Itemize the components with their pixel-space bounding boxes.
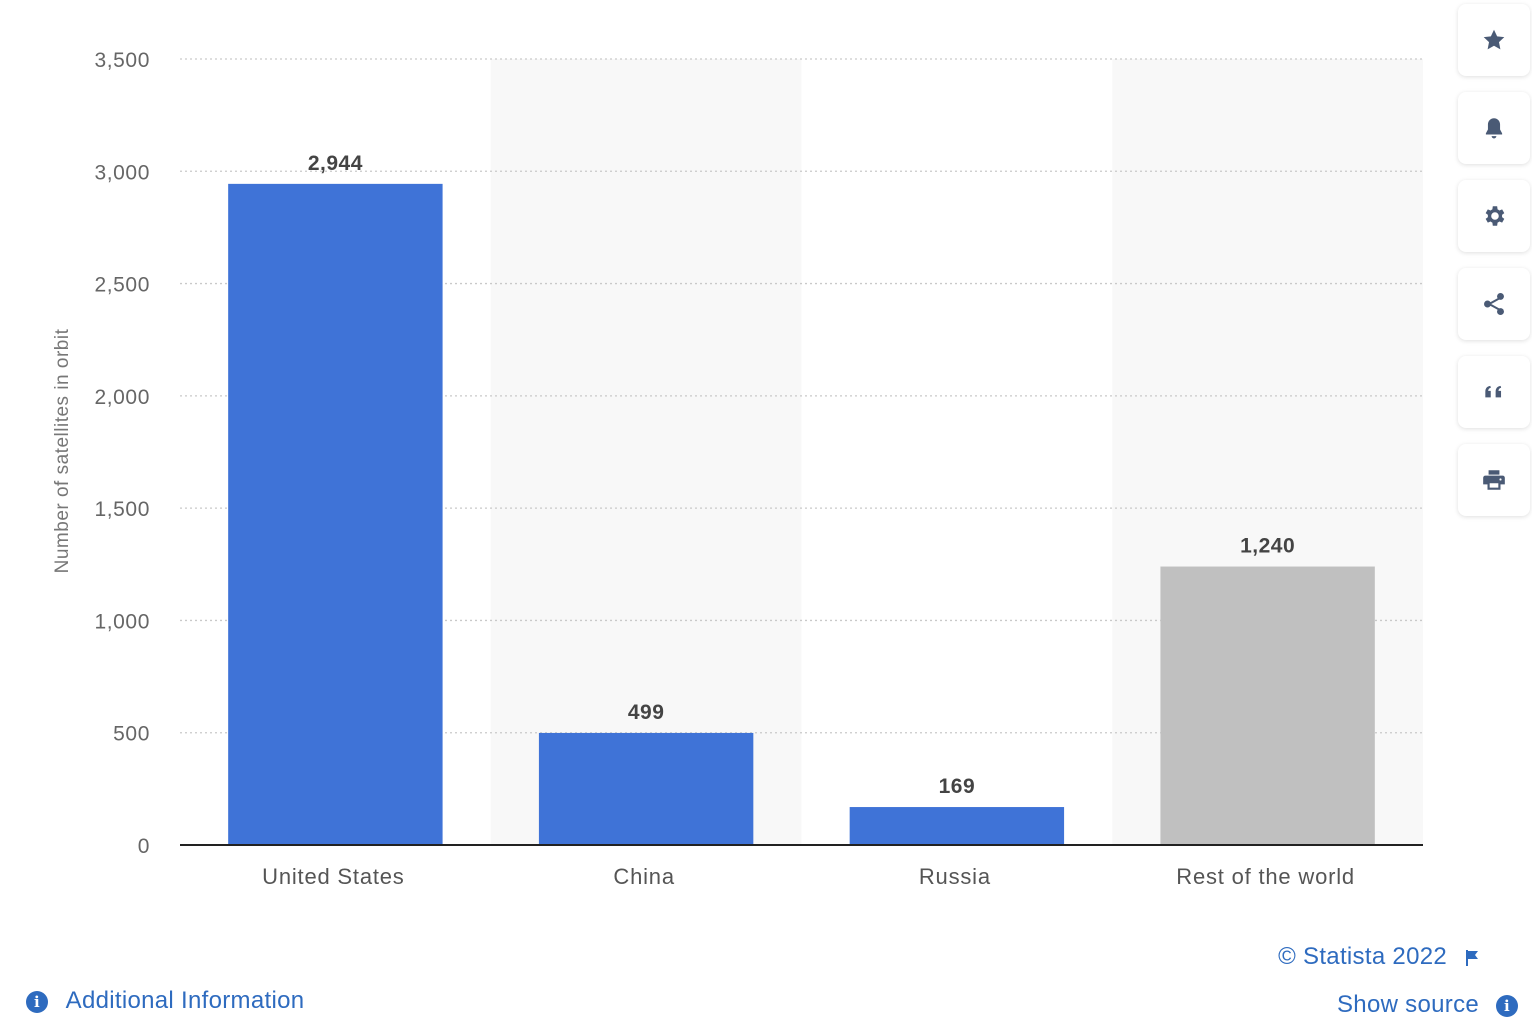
data-label: 169 [939, 775, 976, 798]
bars: 2,944 499 169 1,240 [228, 152, 1375, 846]
statista-copyright-link[interactable]: © Statista 2022 [1278, 943, 1480, 971]
show-source-text: Show source [1336, 991, 1480, 1018]
y-tick-label: 2,000 [94, 386, 150, 409]
y-tick-label: 0 [138, 835, 150, 858]
x-axis-labels: United States China Russia Rest of the worl… [262, 864, 1355, 889]
x-tick-label: China [613, 864, 674, 889]
additional-information-text: Additional Information [65, 987, 305, 1014]
bar[interactable] [538, 732, 754, 845]
x-tick-label: Russia [919, 864, 991, 889]
y-axis-ticks: 0 500 1,000 1,500 2,000 2,500 3,000 3,500 [94, 49, 150, 858]
y-tick-label: 1,500 [94, 498, 150, 521]
share-icon [1484, 292, 1504, 316]
notification-button[interactable] [1458, 92, 1530, 164]
y-axis-title: Number of satellites in orbit [52, 328, 73, 573]
y-tick-label: 500 [113, 723, 150, 746]
additional-information-link[interactable]: i Additional Information [26, 987, 304, 1015]
show-source-link[interactable]: Show source i [1337, 991, 1518, 1019]
info-icon: i [1496, 994, 1518, 1017]
category-bands [490, 59, 1423, 845]
gear-icon [1485, 206, 1505, 226]
flag-icon [1466, 949, 1478, 966]
category-band [490, 59, 802, 845]
bar[interactable] [228, 183, 443, 846]
y-tick-label: 1,000 [94, 610, 150, 633]
bell-icon [1485, 118, 1503, 139]
x-tick-label: United States [262, 864, 404, 889]
share-button[interactable] [1458, 268, 1530, 340]
copyright-text: © Statista 2022 [1278, 943, 1448, 970]
y-tick-label: 3,000 [94, 161, 150, 184]
print-icon [1483, 470, 1505, 490]
data-label: 1,240 [1240, 535, 1295, 558]
bar-chart: 0 500 1,000 1,500 2,000 2,500 3,000 3,500 2,944… [52, 49, 1423, 889]
data-label: 2,944 [308, 152, 363, 175]
y-tick-label: 2,500 [94, 274, 150, 297]
info-icon: i [26, 990, 48, 1013]
settings-button[interactable] [1458, 180, 1530, 252]
star-icon [1483, 29, 1505, 50]
quote-icon [1485, 385, 1502, 398]
y-tick-label: 3,500 [94, 49, 150, 72]
bar[interactable] [1160, 566, 1375, 845]
print-button[interactable] [1458, 444, 1530, 516]
bar[interactable] [849, 807, 1065, 845]
cite-button[interactable] [1458, 356, 1530, 428]
favorite-button[interactable] [1458, 4, 1530, 76]
data-label: 499 [628, 701, 665, 724]
x-tick-label: Rest of the world [1176, 864, 1355, 889]
